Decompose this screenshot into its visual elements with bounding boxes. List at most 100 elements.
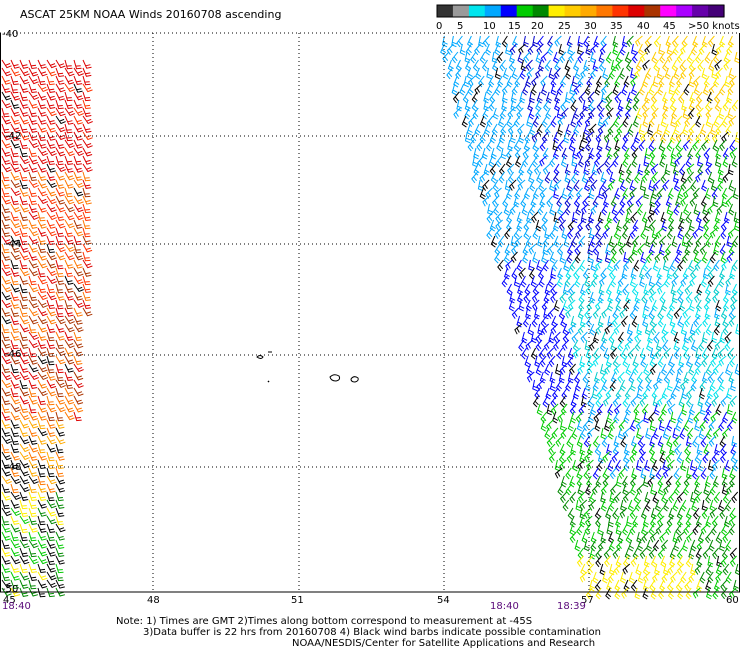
wind-barb (530, 195, 537, 208)
wind-barb (656, 123, 663, 136)
x-label-45: 45 (3, 595, 16, 606)
wind-barb (37, 443, 46, 454)
wind-barb (490, 235, 497, 248)
island-5 (350, 376, 359, 383)
wind-barb (705, 403, 712, 416)
wind-barb (479, 171, 487, 183)
wind-barb (574, 539, 581, 552)
wind-barb (699, 243, 708, 255)
wind-barb (73, 379, 84, 389)
wind-barb (661, 403, 668, 416)
wind-barb (668, 363, 676, 376)
wind-barb (440, 43, 447, 56)
wind-barb (662, 339, 669, 352)
wind-barb (542, 147, 549, 160)
wind-barb (19, 219, 29, 229)
wind-barb (467, 139, 475, 152)
wind-barb (687, 107, 695, 120)
wind-barb (10, 67, 21, 77)
pass-time-3: 18:39 (557, 601, 586, 612)
wind-barb (619, 507, 628, 519)
wind-barb (581, 203, 589, 215)
wind-barb (501, 35, 508, 48)
wind-barb (650, 235, 658, 248)
wind-barb (685, 355, 692, 368)
wind-barb (486, 83, 493, 96)
wind-barb (577, 75, 584, 88)
wind-barb (64, 315, 75, 325)
wind-barb (653, 203, 661, 216)
wind-barb (28, 555, 39, 565)
wind-barb (694, 307, 702, 320)
wind-barb (550, 283, 557, 296)
wind-barb (579, 515, 586, 528)
wind-barb (605, 99, 613, 112)
wind-barb (680, 195, 689, 207)
wind-barb (467, 83, 474, 96)
note-line-2: 3)Data buffer is 22 hrs from 20160708 4)… (143, 627, 601, 638)
wind-barb (528, 171, 535, 184)
wind-barb (504, 227, 511, 240)
wind-barb (28, 571, 38, 582)
wind-barb (73, 363, 84, 373)
wind-barb (662, 179, 670, 191)
wind-barb (82, 139, 93, 149)
wind-barb (73, 219, 83, 229)
wind-barb (28, 235, 39, 245)
wind-barb (702, 211, 710, 224)
wind-barb (570, 235, 577, 248)
wind-barb (10, 203, 21, 213)
wind-barb (10, 315, 20, 325)
wind-barb (542, 395, 549, 408)
wind-barb (505, 155, 512, 168)
wind-barb (528, 203, 535, 216)
wind-barb (580, 211, 587, 224)
wind-barb (1, 435, 12, 445)
wind-barb (55, 139, 65, 149)
wind-barb (576, 523, 583, 536)
wind-barb (562, 323, 569, 336)
wind-barb (55, 355, 66, 365)
wind-barb (600, 531, 607, 544)
wind-barb (715, 299, 722, 312)
wind-barb (676, 451, 683, 464)
wind-barb (726, 251, 734, 263)
wind-barb (660, 211, 667, 224)
wind-barb (617, 235, 624, 248)
wind-barb (526, 371, 535, 383)
wind-barb (681, 339, 688, 352)
wind-barb (10, 83, 19, 94)
wind-barb (19, 267, 30, 277)
wind-barb (1, 563, 11, 573)
wind-barb (677, 259, 684, 272)
wind-barb (28, 363, 39, 373)
wind-barb (1, 403, 10, 414)
wind-barb (82, 299, 92, 310)
wind-barb (600, 83, 609, 95)
y-label-m50: -50 (2, 584, 18, 595)
wind-barb (55, 299, 64, 310)
wind-barb (666, 267, 673, 280)
wind-barb (584, 275, 591, 288)
wind-barb (37, 163, 48, 173)
wind-barb (19, 107, 29, 117)
wind-barb (37, 587, 46, 598)
wind-barb (19, 275, 29, 285)
wind-barb (680, 275, 688, 287)
wind-barb (55, 491, 64, 502)
wind-barb (64, 91, 73, 102)
wind-barb (690, 339, 697, 352)
wind-barb (680, 499, 687, 512)
wind-barb (718, 275, 725, 288)
wind-barb (612, 155, 619, 168)
wind-barb (73, 411, 82, 422)
wind-barb (685, 211, 692, 224)
wind-barb (37, 579, 48, 589)
wind-barb (549, 179, 556, 192)
wind-barb (64, 171, 75, 181)
wind-barb (594, 579, 602, 592)
wind-barb (712, 139, 719, 152)
wind-barb (520, 275, 527, 288)
wind-barb (638, 267, 646, 280)
